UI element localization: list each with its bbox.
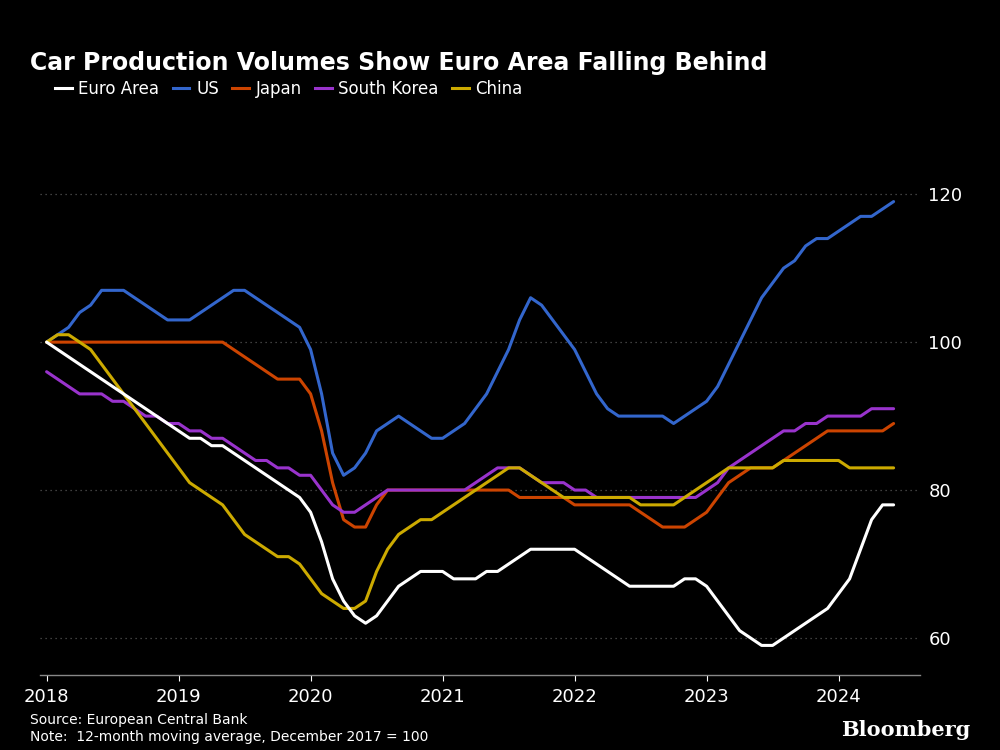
Text: Source: European Central Bank: Source: European Central Bank [30, 712, 248, 727]
Legend: Euro Area, US, Japan, South Korea, China: Euro Area, US, Japan, South Korea, China [48, 74, 529, 104]
Text: Car Production Volumes Show Euro Area Falling Behind: Car Production Volumes Show Euro Area Fa… [30, 51, 767, 75]
Text: Note:  12-month moving average, December 2017 = 100: Note: 12-month moving average, December … [30, 730, 428, 744]
Text: Bloomberg: Bloomberg [841, 721, 970, 740]
